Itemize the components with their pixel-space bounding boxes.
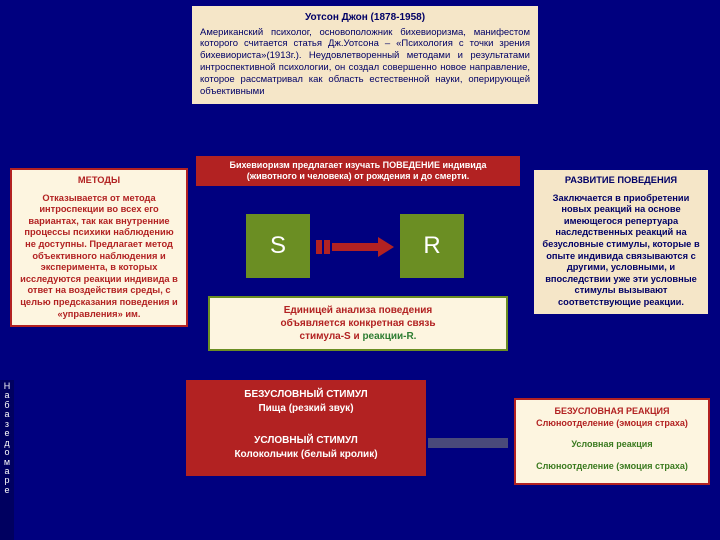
uncond-reac-title: БЕЗУСЛОВНАЯ РЕАКЦИЯ xyxy=(520,406,704,418)
methods-body: Отказывается от метода интроспекции во в… xyxy=(18,193,180,321)
reaction-box: R xyxy=(400,214,464,278)
left-vertical-strip: Набазедомаре xyxy=(0,380,14,540)
methods-panel: МЕТОДЫ Отказывается от метода интроспекц… xyxy=(10,168,188,327)
unit-l2: объявляется конкретная связь xyxy=(280,318,435,329)
unit-l1: Единицей анализа поведения xyxy=(284,305,433,316)
watson-body: Американский психолог, основоположник би… xyxy=(200,27,530,98)
unit-analysis-panel: Единицей анализа поведения объявляется к… xyxy=(208,296,508,351)
arrow-body xyxy=(332,243,378,251)
arrow-head-icon xyxy=(378,237,394,257)
stimulus-panel: БЕЗУСЛОВНЫЙ СТИМУЛ Пища (резкий звук) УС… xyxy=(186,380,426,476)
uncond-stim-body: Пища (резкий звук) xyxy=(192,402,420,416)
methods-title: МЕТОДЫ xyxy=(18,175,180,187)
unit-l3a: стимула-S xyxy=(300,331,354,342)
watson-name: Уотсон Джон (1878-1958) xyxy=(200,12,530,25)
sr-arrow xyxy=(316,240,394,254)
cond-stim-title: УСЛОВНЫЙ СТИМУЛ xyxy=(192,434,420,448)
behaviorism-banner: Бихевиоризм предлагает изучать ПОВЕДЕНИЕ… xyxy=(196,156,520,186)
arrow-tail-2 xyxy=(324,240,330,254)
stimulus-box: S xyxy=(246,214,310,278)
cond-reac-body: Слюноотделение (эмоция страха) xyxy=(520,461,704,473)
reaction-panel: БЕЗУСЛОВНАЯ РЕАКЦИЯ Слюноотделение (эмоц… xyxy=(514,398,710,485)
watson-bio-panel: Уотсон Джон (1878-1958) Американский пси… xyxy=(190,4,540,106)
cond-reac-title: Условная реакция xyxy=(520,439,704,451)
development-title: РАЗВИТИЕ ПОВЕДЕНИЯ xyxy=(540,175,702,187)
uncond-reac-body: Слюноотделение (эмоция страха) xyxy=(520,418,704,430)
development-body: Заключается в приобретении новых реакций… xyxy=(540,193,702,309)
development-panel: РАЗВИТИЕ ПОВЕДЕНИЯ Заключается в приобре… xyxy=(532,168,710,316)
unit-l3c: реакции-R. xyxy=(362,331,416,342)
vert-text: Набазедомаре xyxy=(4,381,11,495)
arrow-tail-1 xyxy=(316,240,322,254)
connector-bar xyxy=(428,438,508,448)
uncond-stim-title: БЕЗУСЛОВНЫЙ СТИМУЛ xyxy=(192,388,420,402)
cond-stim-body: Колокольчик (белый кролик) xyxy=(192,448,420,462)
